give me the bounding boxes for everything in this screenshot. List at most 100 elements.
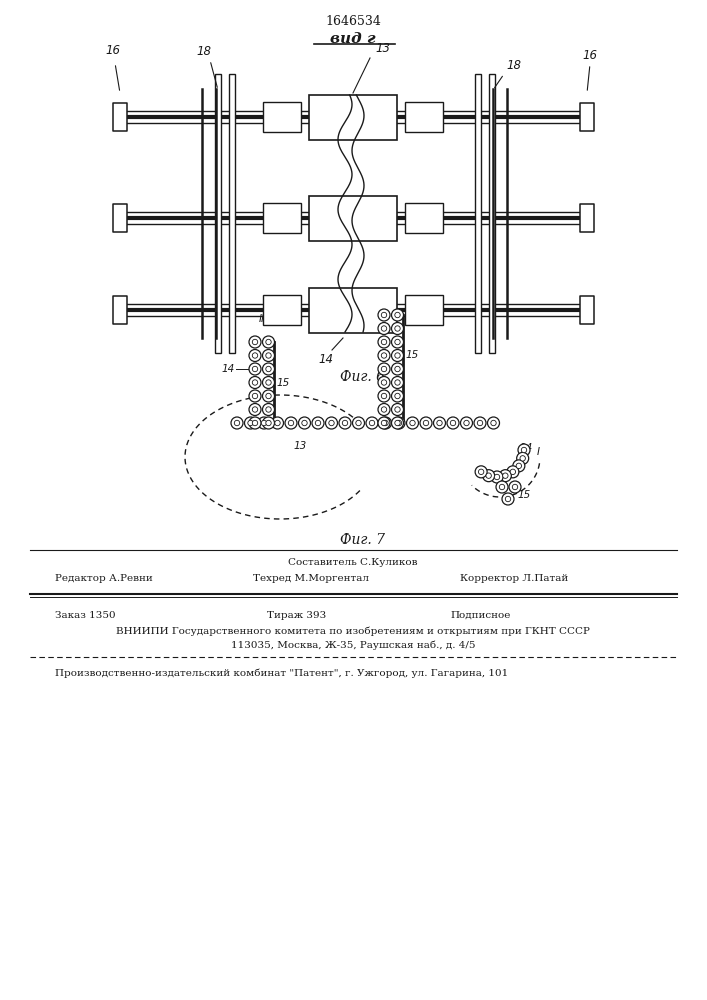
Circle shape — [392, 336, 404, 348]
Circle shape — [392, 309, 404, 321]
Circle shape — [378, 390, 390, 402]
Circle shape — [395, 339, 400, 345]
Circle shape — [395, 326, 400, 331]
Circle shape — [381, 339, 387, 345]
Bar — [113, 103, 127, 131]
Text: 16: 16 — [583, 49, 597, 62]
Circle shape — [499, 484, 505, 490]
Bar — [263, 203, 301, 233]
Circle shape — [353, 417, 365, 429]
Circle shape — [378, 417, 390, 429]
Text: 13: 13 — [293, 441, 307, 451]
Circle shape — [392, 403, 404, 416]
Text: 16: 16 — [105, 44, 120, 57]
Circle shape — [266, 407, 271, 412]
Circle shape — [381, 366, 387, 372]
Bar — [580, 103, 594, 131]
Circle shape — [392, 322, 404, 334]
Text: II: II — [259, 314, 265, 324]
Circle shape — [488, 417, 500, 429]
Circle shape — [266, 393, 271, 399]
Text: Корректор Л.Патай: Корректор Л.Патай — [460, 574, 568, 583]
Circle shape — [393, 417, 405, 429]
Bar — [309, 196, 397, 240]
Circle shape — [479, 469, 484, 475]
Bar — [309, 95, 397, 139]
Text: 18: 18 — [506, 59, 521, 72]
Circle shape — [464, 420, 469, 426]
Circle shape — [249, 403, 261, 416]
Circle shape — [380, 417, 392, 429]
Circle shape — [262, 376, 274, 388]
Circle shape — [245, 417, 257, 429]
Text: 18: 18 — [197, 45, 211, 58]
Circle shape — [249, 336, 261, 348]
Circle shape — [494, 474, 500, 480]
Circle shape — [420, 417, 432, 429]
Circle shape — [378, 309, 390, 321]
Text: III: III — [387, 288, 395, 298]
Bar — [229, 74, 235, 353]
Circle shape — [423, 420, 428, 426]
Text: 14: 14 — [318, 353, 333, 366]
Circle shape — [249, 350, 261, 361]
Circle shape — [392, 350, 404, 361]
Bar — [113, 296, 127, 324]
Circle shape — [366, 417, 378, 429]
Circle shape — [475, 466, 487, 478]
Circle shape — [285, 417, 297, 429]
Circle shape — [262, 336, 274, 348]
Circle shape — [262, 417, 274, 429]
Circle shape — [378, 363, 390, 375]
Text: Техред М.Моргентал: Техред М.Моргентал — [253, 574, 369, 583]
Circle shape — [234, 420, 240, 426]
Bar — [405, 295, 443, 325]
Circle shape — [507, 466, 519, 478]
Bar — [263, 295, 301, 325]
Circle shape — [258, 417, 270, 429]
Circle shape — [266, 366, 271, 372]
Circle shape — [252, 393, 257, 399]
Circle shape — [407, 417, 419, 429]
Bar — [475, 74, 481, 353]
Text: Редактор А.Ревни: Редактор А.Ревни — [55, 574, 153, 583]
Circle shape — [249, 390, 261, 402]
Circle shape — [392, 363, 404, 375]
Circle shape — [252, 407, 257, 412]
Circle shape — [249, 417, 261, 429]
Circle shape — [369, 420, 375, 426]
Circle shape — [252, 339, 257, 345]
Text: 14: 14 — [222, 364, 235, 374]
Circle shape — [298, 417, 310, 429]
Circle shape — [302, 420, 308, 426]
Circle shape — [516, 463, 522, 469]
Text: 14: 14 — [409, 302, 422, 312]
Text: Фиг. 6: Фиг. 6 — [340, 370, 385, 384]
Circle shape — [520, 456, 525, 461]
Circle shape — [252, 420, 257, 426]
Circle shape — [392, 417, 404, 429]
Circle shape — [266, 339, 271, 345]
Text: 14: 14 — [520, 443, 533, 453]
Circle shape — [325, 417, 337, 429]
Bar — [405, 102, 443, 132]
Text: вид г: вид г — [330, 32, 376, 46]
Circle shape — [381, 380, 387, 385]
Circle shape — [410, 420, 415, 426]
Circle shape — [378, 322, 390, 334]
Circle shape — [275, 420, 280, 426]
Circle shape — [271, 417, 284, 429]
Circle shape — [312, 417, 324, 429]
Circle shape — [249, 376, 261, 388]
Circle shape — [392, 376, 404, 388]
Circle shape — [266, 420, 271, 426]
Circle shape — [397, 420, 402, 426]
Circle shape — [486, 473, 491, 478]
Bar — [263, 102, 301, 132]
Bar — [113, 204, 127, 232]
Circle shape — [252, 353, 257, 358]
Circle shape — [382, 420, 388, 426]
Circle shape — [262, 403, 274, 416]
Circle shape — [262, 363, 274, 375]
Circle shape — [395, 393, 400, 399]
